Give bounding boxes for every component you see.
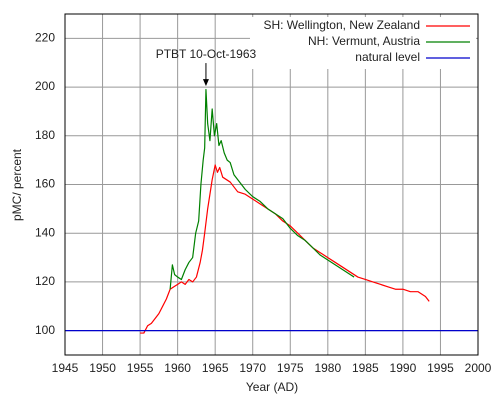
x-tick-label: 1950 [89,361,116,375]
y-tick-label: 120 [35,274,55,288]
legend-label: SH: Wellington, New Zealand [263,18,420,32]
y-tick-label: 160 [35,177,55,191]
y-axis-label: pMC/ percent [10,148,24,221]
annotation-text: PTBT 10-Oct-1963 [156,47,257,61]
x-tick-label: 1985 [352,361,379,375]
x-tick-label: 1975 [277,361,304,375]
plot-frame [64,13,479,356]
x-tick-label: 1970 [239,361,266,375]
x-tick-label: 1990 [390,361,417,375]
x-tick-label: 1960 [164,361,191,375]
y-tick-label: 220 [35,31,55,45]
x-tick-label: 1980 [314,361,341,375]
y-tick-label: 180 [35,128,55,142]
x-tick-label: 1995 [427,361,454,375]
y-tick-label: 140 [35,225,55,239]
line-series [140,164,430,334]
y-tick-label: 200 [35,79,55,93]
y-tick-label: 100 [35,323,55,337]
x-tick-label: 1945 [52,361,79,375]
x-tick-label: 2000 [465,361,492,375]
line-series [169,88,355,290]
legend-label: NH: Vermunt, Austria [308,34,420,48]
x-axis-label: Year (AD) [246,380,298,394]
legend-label: natural level [355,50,420,64]
x-tick-label: 1955 [127,361,154,375]
x-tick-label: 1965 [202,361,229,375]
annotation-arrowhead [202,79,209,87]
